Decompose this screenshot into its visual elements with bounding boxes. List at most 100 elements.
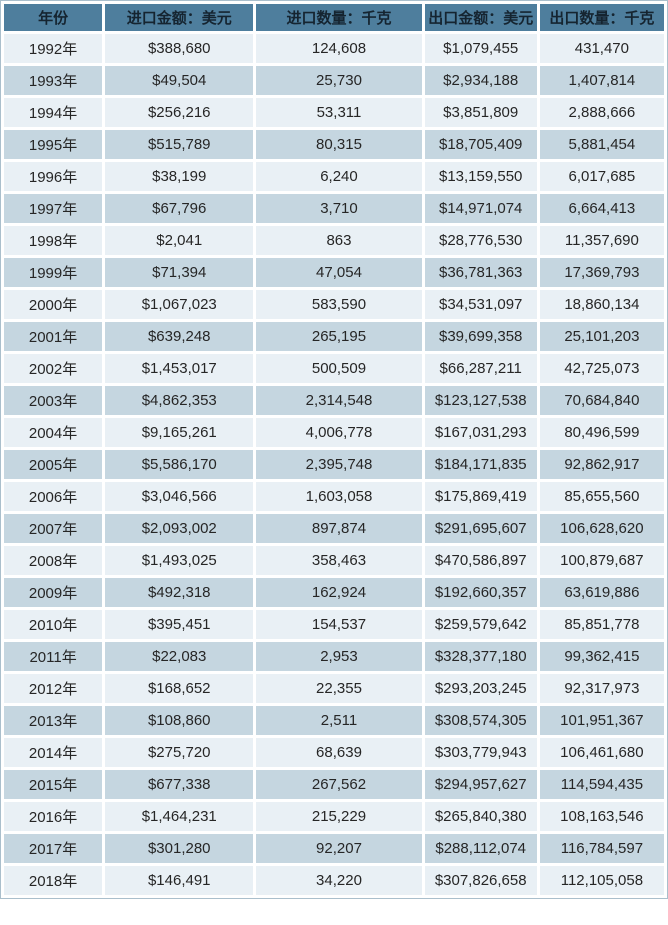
table-row: 2000年 $1,067,023 583,590 $34,531,097 18,860,… bbox=[4, 290, 664, 319]
export-quantity-cell: 1,407,814 bbox=[539, 66, 664, 95]
export-amount-cell: $36,781,363 bbox=[424, 258, 537, 287]
table-row: 2007年 $2,093,002 897,874 $291,695,607 106,62… bbox=[4, 514, 664, 543]
import-quantity-cell: 2,314,548 bbox=[256, 386, 422, 415]
table-row: 2016年 $1,464,231 215,229 $265,840,380 108,16… bbox=[4, 802, 664, 831]
year-cell: 2007年 bbox=[4, 514, 103, 543]
export-amount-cell: $307,826,658 bbox=[424, 866, 537, 895]
export-amount-cell: $34,531,097 bbox=[424, 290, 537, 319]
table-row: 1998年 $2,041 863 $28,776,530 11,357,690 bbox=[4, 226, 664, 255]
export-amount-cell: $328,377,180 bbox=[424, 642, 537, 671]
export-quantity-cell: 116,784,597 bbox=[539, 834, 664, 863]
year-cell: 2014年 bbox=[4, 738, 103, 767]
import-amount-cell: $146,491 bbox=[105, 866, 254, 895]
export-amount-cell: $293,203,245 bbox=[424, 674, 537, 703]
export-amount-cell: $13,159,550 bbox=[424, 162, 537, 191]
export-amount-cell: $259,579,642 bbox=[424, 610, 537, 639]
export-quantity-cell: 85,851,778 bbox=[539, 610, 664, 639]
import-quantity-cell: 68,639 bbox=[256, 738, 422, 767]
export-amount-cell: $14,971,074 bbox=[424, 194, 537, 223]
export-quantity-cell: 106,628,620 bbox=[539, 514, 664, 543]
export-quantity-cell: 2,888,666 bbox=[539, 98, 664, 127]
table-row: 1993年 $49,504 25,730 $2,934,188 1,407,814 bbox=[4, 66, 664, 95]
export-amount-cell: $1,079,455 bbox=[424, 34, 537, 63]
import-amount-cell: $22,083 bbox=[105, 642, 254, 671]
import-amount-cell: $49,504 bbox=[105, 66, 254, 95]
export-amount-cell: $265,840,380 bbox=[424, 802, 537, 831]
table-row: 2008年 $1,493,025 358,463 $470,586,897 100,87… bbox=[4, 546, 664, 575]
export-amount-column-header: 出口金额：美元 bbox=[424, 4, 537, 31]
export-quantity-cell: 108,163,546 bbox=[539, 802, 664, 831]
export-quantity-cell: 6,664,413 bbox=[539, 194, 664, 223]
table-row: 1995年 $515,789 80,315 $18,705,409 5,881,454 bbox=[4, 130, 664, 159]
table-row: 2015年 $677,338 267,562 $294,957,627 114,594,… bbox=[4, 770, 664, 799]
import-quantity-cell: 215,229 bbox=[256, 802, 422, 831]
year-cell: 2009年 bbox=[4, 578, 103, 607]
import-amount-cell: $395,451 bbox=[105, 610, 254, 639]
export-quantity-cell: 70,684,840 bbox=[539, 386, 664, 415]
year-cell: 1992年 bbox=[4, 34, 103, 63]
table-row: 2002年 $1,453,017 500,509 $66,287,211 42,725,… bbox=[4, 354, 664, 383]
import-amount-cell: $301,280 bbox=[105, 834, 254, 863]
import-quantity-cell: 2,395,748 bbox=[256, 450, 422, 479]
import-amount-cell: $275,720 bbox=[105, 738, 254, 767]
export-amount-cell: $470,586,897 bbox=[424, 546, 537, 575]
import-amount-cell: $71,394 bbox=[105, 258, 254, 287]
year-cell: 1993年 bbox=[4, 66, 103, 95]
import-amount-cell: $1,453,017 bbox=[105, 354, 254, 383]
table-row: 2011年 $22,083 2,953 $328,377,180 99,362,415 bbox=[4, 642, 664, 671]
export-amount-cell: $39,699,358 bbox=[424, 322, 537, 351]
import-amount-cell: $2,041 bbox=[105, 226, 254, 255]
export-amount-cell: $123,127,538 bbox=[424, 386, 537, 415]
year-cell: 2008年 bbox=[4, 546, 103, 575]
table-row: 1999年 $71,394 47,054 $36,781,363 17,369,793 bbox=[4, 258, 664, 287]
table-row: 2001年 $639,248 265,195 $39,699,358 25,101,20… bbox=[4, 322, 664, 351]
import-quantity-cell: 6,240 bbox=[256, 162, 422, 191]
table-row: 2014年 $275,720 68,639 $303,779,943 106,461,6… bbox=[4, 738, 664, 767]
import-amount-cell: $108,860 bbox=[105, 706, 254, 735]
import-amount-cell: $677,338 bbox=[105, 770, 254, 799]
export-amount-cell: $184,171,835 bbox=[424, 450, 537, 479]
import-amount-cell: $2,093,002 bbox=[105, 514, 254, 543]
year-cell: 2000年 bbox=[4, 290, 103, 319]
table-row: 1994年 $256,216 53,311 $3,851,809 2,888,666 bbox=[4, 98, 664, 127]
import-quantity-cell: 22,355 bbox=[256, 674, 422, 703]
export-quantity-column-header: 出口数量：千克 bbox=[539, 4, 664, 31]
year-cell: 2018年 bbox=[4, 866, 103, 895]
import-amount-cell: $1,464,231 bbox=[105, 802, 254, 831]
year-cell: 2001年 bbox=[4, 322, 103, 351]
import-quantity-cell: 47,054 bbox=[256, 258, 422, 287]
table-row: 2005年 $5,586,170 2,395,748 $184,171,835 92,8… bbox=[4, 450, 664, 479]
import-quantity-cell: 267,562 bbox=[256, 770, 422, 799]
import-quantity-cell: 92,207 bbox=[256, 834, 422, 863]
table-row: 2006年 $3,046,566 1,603,058 $175,869,419 85,6… bbox=[4, 482, 664, 511]
import-amount-cell: $388,680 bbox=[105, 34, 254, 63]
import-amount-cell: $168,652 bbox=[105, 674, 254, 703]
import-amount-cell: $67,796 bbox=[105, 194, 254, 223]
import-amount-column-header: 进口金额：美元 bbox=[105, 4, 254, 31]
export-quantity-cell: 100,879,687 bbox=[539, 546, 664, 575]
import-quantity-cell: 80,315 bbox=[256, 130, 422, 159]
year-cell: 2002年 bbox=[4, 354, 103, 383]
import-amount-cell: $4,862,353 bbox=[105, 386, 254, 415]
table-row: 2004年 $9,165,261 4,006,778 $167,031,293 80,4… bbox=[4, 418, 664, 447]
table-row: 1997年 $67,796 3,710 $14,971,074 6,664,413 bbox=[4, 194, 664, 223]
import-quantity-cell: 2,953 bbox=[256, 642, 422, 671]
table-row: 2012年 $168,652 22,355 $293,203,245 92,317,97… bbox=[4, 674, 664, 703]
import-amount-cell: $5,586,170 bbox=[105, 450, 254, 479]
table-row: 2017年 $301,280 92,207 $288,112,074 116,784,5… bbox=[4, 834, 664, 863]
year-cell: 2017年 bbox=[4, 834, 103, 863]
export-amount-cell: $28,776,530 bbox=[424, 226, 537, 255]
export-amount-cell: $308,574,305 bbox=[424, 706, 537, 735]
table-row: 2013年 $108,860 2,511 $308,574,305 101,951,36… bbox=[4, 706, 664, 735]
import-amount-cell: $9,165,261 bbox=[105, 418, 254, 447]
export-quantity-cell: 431,470 bbox=[539, 34, 664, 63]
year-cell: 2005年 bbox=[4, 450, 103, 479]
import-quantity-cell: 1,603,058 bbox=[256, 482, 422, 511]
import-quantity-cell: 863 bbox=[256, 226, 422, 255]
import-quantity-cell: 897,874 bbox=[256, 514, 422, 543]
table-row: 2003年 $4,862,353 2,314,548 $123,127,538 70,6… bbox=[4, 386, 664, 415]
export-amount-cell: $2,934,188 bbox=[424, 66, 537, 95]
table-row: 2018年 $146,491 34,220 $307,826,658 112,105,0… bbox=[4, 866, 664, 895]
trade-data-table: 年份 进口金额：美元 进口数量：千克 出口金额：美元 出口数量：千克 1992年 $388… bbox=[0, 0, 668, 899]
year-cell: 1997年 bbox=[4, 194, 103, 223]
